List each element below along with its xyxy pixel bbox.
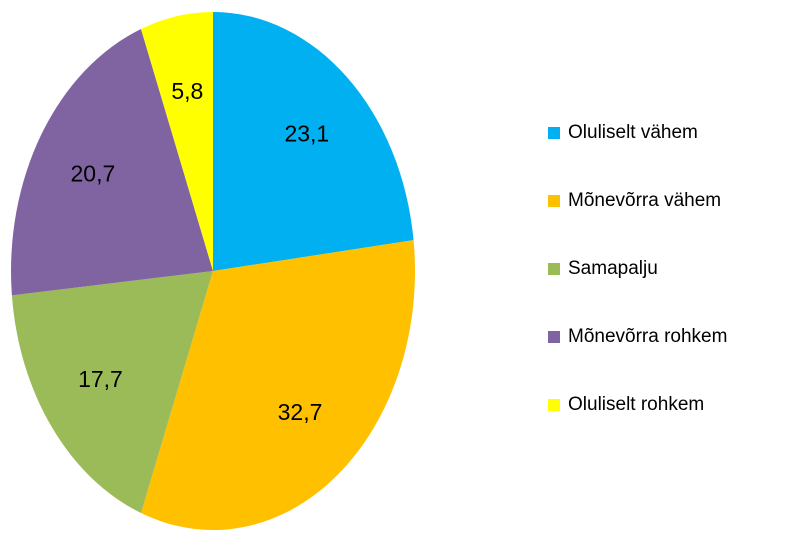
pie-slice <box>11 271 213 513</box>
data-label: 32,7 <box>278 399 323 425</box>
legend-swatch <box>548 195 560 207</box>
legend-label: Oluliselt vähem <box>568 122 698 143</box>
legend-swatch <box>548 331 560 343</box>
pie-slice <box>213 12 414 271</box>
data-label: 23,1 <box>284 120 329 146</box>
legend-label: Samapalju <box>568 258 658 279</box>
pie-slice <box>141 240 416 530</box>
data-label: 5,8 <box>171 78 203 104</box>
legend-swatch <box>548 127 560 139</box>
legend-label: Mõnevõrra rohkem <box>568 326 727 347</box>
legend-swatch <box>548 399 560 411</box>
data-label: 20,7 <box>71 160 116 186</box>
pie-slice <box>10 29 213 296</box>
data-label: 17,7 <box>78 366 123 392</box>
legend-label: Mõnevõrra vähem <box>568 190 721 211</box>
pie-slice <box>141 11 213 271</box>
legend-swatch <box>548 263 560 275</box>
legend-label: Oluliselt rohkem <box>568 394 704 415</box>
